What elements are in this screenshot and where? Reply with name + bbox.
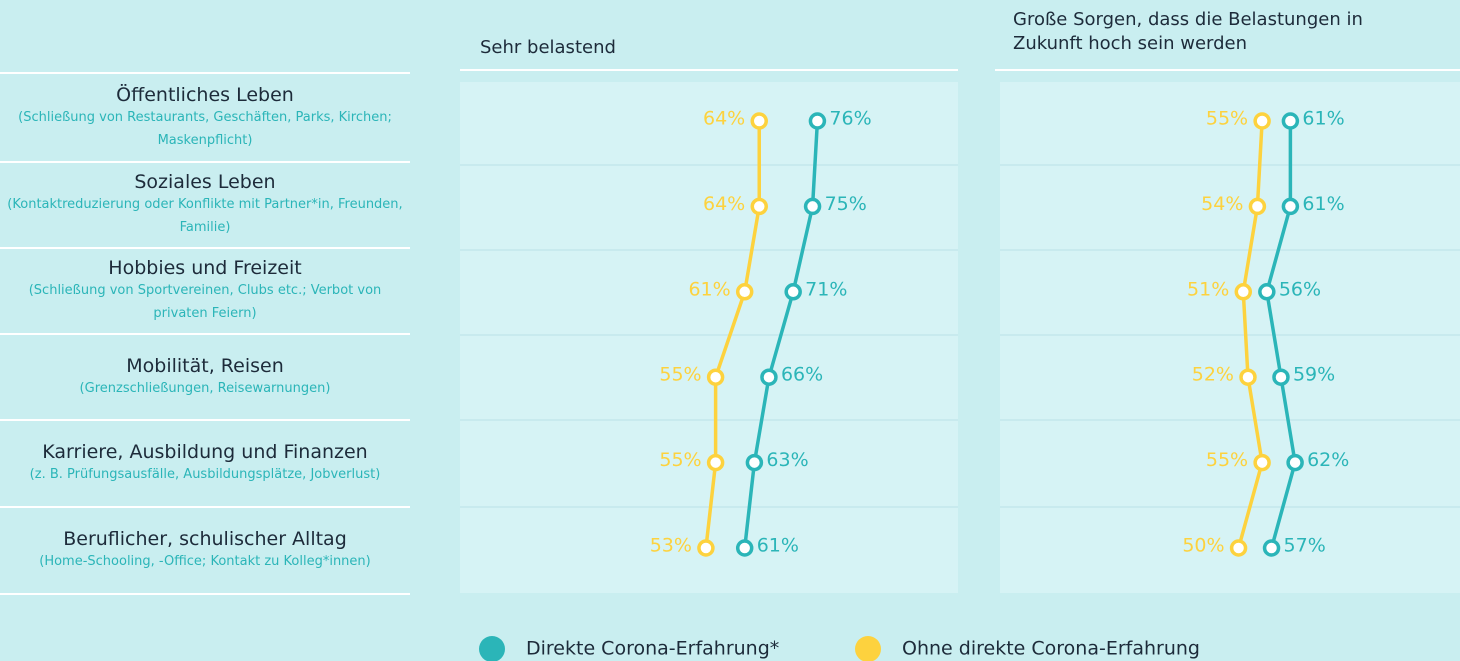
category-row: Öffentliches Leben (Schließung von Restau… (0, 73, 410, 162)
dot (808, 112, 827, 130)
legend-label: Direkte Corona-Erfahrung* (526, 638, 779, 660)
panel-title: Sehr belastend (480, 37, 616, 58)
category-note: (Schließung von Sportvereinen, Clubs etc… (28, 283, 382, 321)
category-row: Mobilität, Reisen (Grenzschließungen, Rei… (0, 334, 410, 420)
legend-swatch (855, 636, 881, 661)
value-label: 61% (1302, 108, 1344, 130)
value-label: 59% (1293, 364, 1335, 386)
value-label: 64% (703, 108, 745, 130)
dot (745, 453, 764, 472)
series-line (704, 121, 761, 549)
dot (760, 368, 778, 386)
category-row: Soziales Leben (Kontaktreduzierung oder K… (0, 162, 410, 248)
dot (1234, 283, 1253, 301)
value-label: 76% (829, 108, 871, 130)
category-label: Hobbies und Freizeit (108, 257, 302, 279)
dot (803, 197, 822, 216)
category-note: (Home-Schooling, -Office; Kontakt zu Kol… (39, 554, 371, 569)
value-label: 61% (1302, 193, 1344, 215)
value-label: 71% (805, 278, 847, 300)
dot (735, 539, 754, 557)
dot (1262, 539, 1281, 557)
category-note: (Kontaktreduzierung oder Konflikte mit P… (7, 197, 403, 235)
value-label: 55% (659, 364, 701, 386)
value-label: 75% (825, 193, 867, 215)
category-label: Beruflicher, schulischer Alltag (63, 528, 347, 550)
value-label: 56% (1279, 278, 1321, 300)
dot (1258, 283, 1276, 301)
dot (1281, 112, 1300, 130)
value-label: 55% (1206, 108, 1248, 130)
value-label: 66% (781, 364, 823, 386)
category-label: Soziales Leben (134, 171, 276, 193)
dot (1239, 368, 1257, 386)
category-note: (Grenzschließungen, Reisewarnungen) (79, 380, 331, 396)
dot (750, 197, 768, 216)
panel-title: Große Sorgen, dass die Belastungen in Zu… (1013, 9, 1363, 54)
value-label: 64% (703, 193, 745, 215)
dot (1253, 112, 1271, 130)
value-label: 63% (766, 449, 808, 471)
value-label: 57% (1284, 535, 1326, 557)
dot (750, 112, 768, 130)
value-label: 54% (1201, 193, 1243, 215)
value-label: 62% (1307, 449, 1349, 471)
value-label: 50% (1182, 535, 1224, 557)
value-label: 52% (1192, 364, 1234, 386)
dot (1253, 453, 1271, 472)
category-note: (Schließung von Restaurants, Geschäften,… (18, 109, 392, 148)
value-label: 55% (659, 449, 701, 471)
category-label: Öffentliches Leben (116, 83, 294, 106)
category-label: Karriere, Ausbildung und Finanzen (42, 441, 368, 463)
category-row: Karriere, Ausbildung und Finanzen (z. B. … (0, 420, 410, 507)
panel-background (1000, 82, 1460, 593)
category-row: Hobbies und Freizeit (Schließung von Spor… (0, 248, 410, 334)
dot (1281, 197, 1300, 216)
legend-swatch (479, 636, 505, 661)
category-note: (z. B. Prüfungsausfälle, Ausbildungsplät… (29, 467, 381, 482)
series-line (1236, 120, 1264, 549)
dot (697, 539, 715, 557)
value-label: 61% (757, 535, 799, 557)
series-line (1265, 121, 1297, 549)
dot (706, 368, 725, 386)
dot (1229, 539, 1248, 557)
dot (735, 283, 754, 301)
value-label: 61% (688, 278, 730, 300)
dot (1286, 453, 1304, 472)
category-label: Mobilität, Reisen (126, 354, 284, 377)
category-row: Beruflicher, schulischer Alltag (Home-Sch… (0, 507, 410, 594)
series-line (742, 120, 820, 549)
value-label: 53% (650, 535, 692, 557)
value-label: 55% (1206, 449, 1248, 471)
dot (1248, 197, 1267, 216)
legend-label: Ohne direkte Corona-Erfahrung (902, 638, 1200, 660)
dot (784, 283, 802, 301)
dot (1272, 368, 1290, 386)
dot (706, 453, 725, 472)
value-label: 51% (1187, 278, 1229, 300)
